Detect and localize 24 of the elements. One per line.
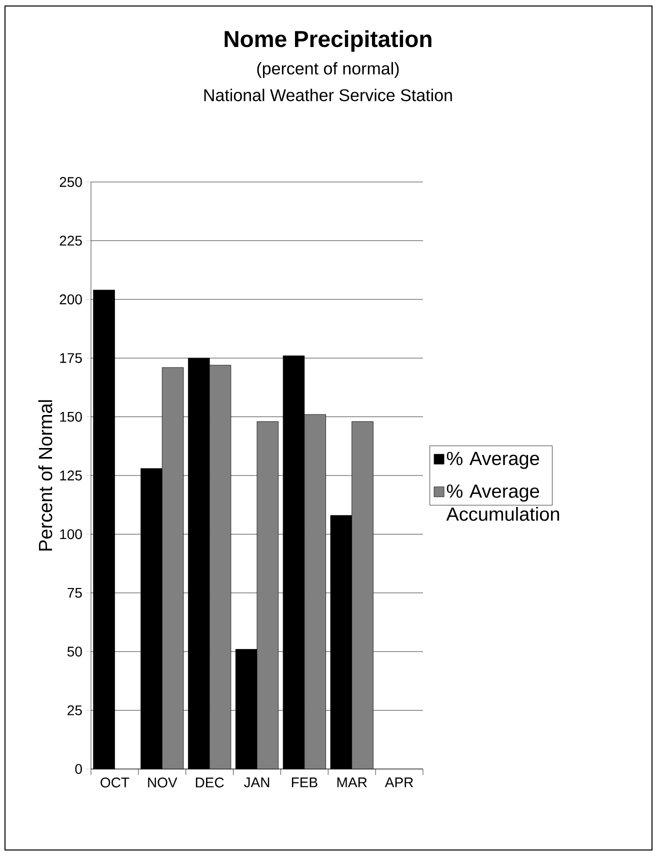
chart-title: Nome Precipitation	[224, 30, 432, 52]
legend-label: % Average	[446, 452, 540, 469]
x-tick-label: NOV	[148, 778, 178, 788]
x-tick-label: APR	[384, 778, 414, 788]
chart-subtitle: (percent of normal)	[257, 62, 399, 78]
y-tick-label: 175	[60, 353, 82, 363]
y-tick-label: 200	[60, 294, 82, 304]
y-tick-label: 25	[68, 705, 82, 716]
x-tick-label: MAR	[337, 778, 367, 788]
y-tick-label: 150	[60, 412, 82, 422]
x-tick-label: OCT	[100, 778, 130, 788]
text: National Weather Service Station	[204, 88, 452, 102]
y-axis-title: Percent of Normal	[38, 400, 52, 550]
x-tick-label: DEC	[196, 778, 224, 788]
y-tick-label: 250	[60, 177, 82, 187]
legend-label: % Average Accumulation	[446, 484, 560, 521]
y-tick-label: 100	[60, 529, 82, 540]
x-tick-label: JAN	[244, 778, 270, 788]
y-tick-label: 125	[60, 470, 82, 480]
y-tick-label: 75	[68, 588, 82, 598]
y-tick-label: 50	[67, 646, 82, 657]
y-tick-label: 0	[75, 764, 82, 774]
x-tick-label: FEB	[292, 778, 318, 788]
y-tick-label: 225	[60, 236, 82, 246]
